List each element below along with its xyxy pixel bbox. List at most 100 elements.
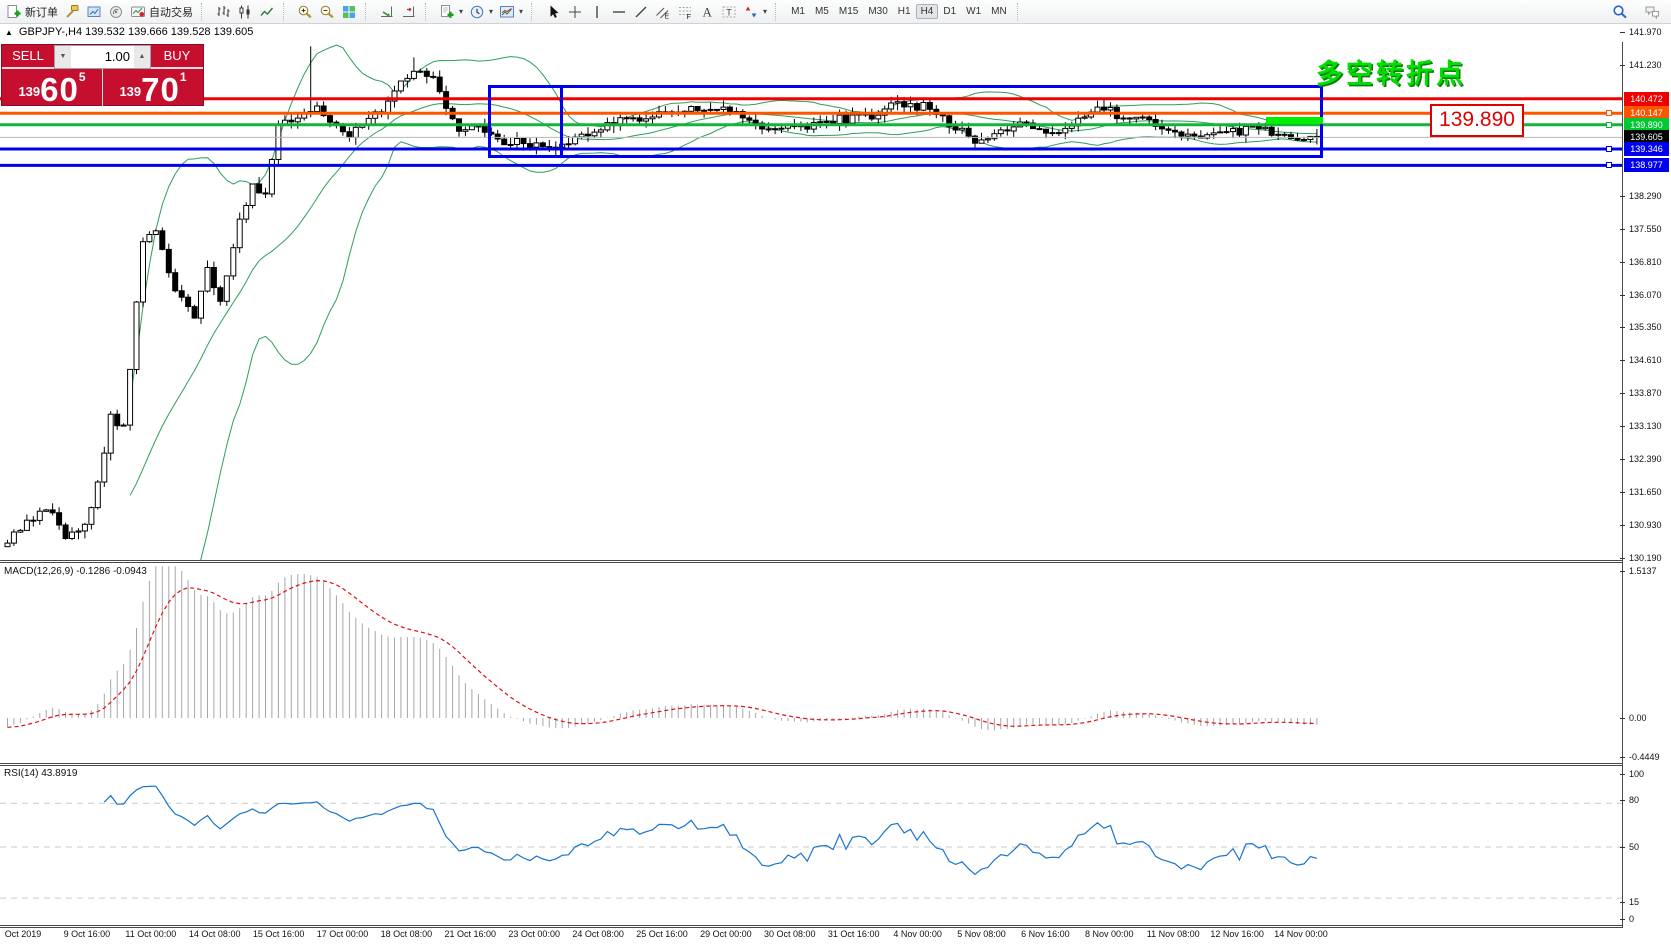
search-icon: [1613, 4, 1627, 18]
consolidation-rectangle[interactable]: [488, 85, 1323, 158]
toolbar-tf-h1-button[interactable]: H1: [897, 6, 911, 17]
price-tick: [1620, 360, 1625, 361]
price-line-tag: 139.605: [1624, 130, 1669, 144]
price-tick-label: 135.350: [1629, 322, 1662, 332]
toolbar-templates-button[interactable]: ▾: [496, 1, 526, 22]
line-handle[interactable]: [1606, 110, 1612, 116]
sell-button[interactable]: SELL: [2, 45, 54, 69]
line-handle[interactable]: [1606, 146, 1612, 152]
time-axis-label: 6 Nov 16:00: [1021, 929, 1070, 939]
toolbar-periods-button[interactable]: ▾: [466, 1, 496, 22]
toolbar-tf-m15-button[interactable]: M15: [838, 6, 859, 17]
toolbar-tf-m1-button[interactable]: M1: [791, 6, 805, 17]
toolbar-tf-m5-button[interactable]: M5: [814, 6, 829, 17]
rsi-tick: [1620, 902, 1625, 903]
text-icon: A: [703, 4, 713, 19]
time-axis-label: 24 Oct 08:00: [572, 929, 624, 939]
toolbar-indicators-button[interactable]: ▾: [436, 1, 466, 22]
toolbar-market-watch-button[interactable]: [83, 1, 105, 22]
buy-button[interactable]: BUY: [151, 45, 203, 69]
price-line-tag: 140.147: [1624, 106, 1669, 120]
price-callout-box[interactable]: 139.890: [1430, 104, 1524, 137]
turning-point-annotation[interactable]: 多空转折点: [1316, 59, 1466, 89]
price-tick-label: 132.390: [1629, 454, 1662, 464]
rsi-panel[interactable]: [0, 766, 1623, 925]
rsi-axis-label: 15: [1629, 897, 1640, 907]
toolbar-tile-windows-button[interactable]: [338, 1, 360, 22]
toolbar-hammer-button[interactable]: [61, 1, 83, 22]
volume-increase-button[interactable]: ▲: [134, 46, 150, 68]
macd-tick: [1620, 718, 1625, 719]
toolbar-new-order-button[interactable]: 新订单: [3, 1, 61, 22]
chart-macd-separator[interactable]: [0, 560, 1623, 563]
toolbar-chart-bars-button[interactable]: [212, 1, 234, 22]
one-click-collapse-icon[interactable]: ▲: [5, 27, 13, 37]
line-handle[interactable]: [1606, 122, 1612, 128]
time-axis-label: Oct 2019: [4, 929, 42, 939]
time-axis-label: 5 Nov 08:00: [957, 929, 1006, 939]
macd-panel[interactable]: [0, 563, 1623, 762]
price-tick: [1620, 327, 1625, 328]
buy-price-prefix: 139: [119, 84, 142, 99]
price-tick: [1620, 426, 1625, 427]
toolbar-horizontal-line-button[interactable]: [608, 1, 630, 22]
buy-price[interactable]: 139 70 1: [103, 69, 203, 107]
rsi-axis-label: 0: [1629, 914, 1635, 924]
sell-price[interactable]: 139 60 5: [2, 69, 102, 107]
toolbar-arrows-button[interactable]: ▾: [740, 1, 770, 22]
toolbar-autotrading-button[interactable]: 自动交易: [127, 1, 196, 22]
chart-title-row: ▲ GBPJPY-,H4 139.532 139.666 139.528 139…: [5, 26, 253, 38]
panel-divider: [102, 69, 103, 107]
macd-rsi-separator[interactable]: [0, 763, 1623, 766]
highlight-bar[interactable]: [1266, 117, 1323, 124]
arrows-icon: [745, 6, 757, 17]
vertical-line-icon: [596, 5, 598, 18]
toolbar-fibonacci-button[interactable]: F: [674, 1, 696, 22]
toolbar-text-label-button[interactable]: T: [718, 1, 740, 22]
rsi-bottom-separator: [0, 925, 1623, 928]
volume-value[interactable]: 1.00: [104, 49, 130, 64]
price-tick: [1620, 492, 1625, 493]
toolbar-equidistant-channel-button[interactable]: E: [652, 1, 674, 22]
toolbar-signals-button[interactable]: [105, 1, 127, 22]
chart-bars-icon: [217, 5, 230, 17]
toolbar-cursor-button[interactable]: [542, 1, 564, 22]
toolbar-crosshair-button[interactable]: [564, 1, 586, 22]
toolbar-tf-mn-button[interactable]: MN: [991, 6, 1007, 17]
toolbar-tf-w1-button[interactable]: W1: [966, 6, 982, 17]
toolbar-zoom-in-button[interactable]: [294, 1, 316, 22]
volume-field[interactable]: ▼ 1.00 ▲: [54, 45, 151, 69]
chart-candles-icon: [239, 5, 250, 18]
buy-price-sup: 1: [179, 70, 187, 84]
volume-decrease-button[interactable]: ▼: [55, 46, 71, 68]
toolbar-auto-scroll-button[interactable]: [376, 1, 398, 22]
toolbar-group-6: E F A T ▾: [539, 1, 773, 23]
toolbar-chat-button[interactable]: [1641, 1, 1663, 22]
market-watch-icon: [87, 6, 101, 17]
time-axis-label: 17 Oct 00:00: [316, 929, 369, 939]
toolbar-chart-line-button[interactable]: [256, 1, 278, 22]
time-axis-label: 9 Oct 16:00: [63, 929, 111, 939]
toolbar-text-button[interactable]: A: [696, 1, 718, 22]
toolbar-vertical-line-button[interactable]: [586, 1, 608, 22]
toolbar-trendline-button[interactable]: [630, 1, 652, 22]
toolbar-zoom-out-button[interactable]: [316, 1, 338, 22]
price-line-tag: 140.472: [1624, 92, 1669, 106]
zoom-out-icon: [320, 5, 334, 18]
toolbar-tf-m30-button[interactable]: M30: [868, 6, 888, 17]
sell-price-sup: 5: [78, 70, 86, 84]
rectangle-inner-vertical-line[interactable]: [560, 85, 563, 158]
toolbar-group-4: [373, 1, 423, 23]
price-chart[interactable]: [0, 42, 1623, 560]
toolbar-chart-shift-button[interactable]: [398, 1, 420, 22]
toolbar-tf-h4-button[interactable]: H4: [915, 4, 939, 19]
time-axis[interactable]: Oct 2019 9 Oct 16:00 11 Oct 00:00 14 Oct 08…: [0, 929, 1623, 943]
toolbar-search-button[interactable]: [1609, 1, 1631, 22]
time-axis-label: 14 Nov 00:00: [1274, 929, 1328, 939]
price-tick: [1620, 295, 1625, 296]
trendline-icon: [635, 6, 647, 17]
toolbar-chart-candles-button[interactable]: [234, 1, 256, 22]
line-handle[interactable]: [1606, 162, 1612, 168]
toolbar-tf-d1-button[interactable]: D1: [943, 6, 957, 17]
